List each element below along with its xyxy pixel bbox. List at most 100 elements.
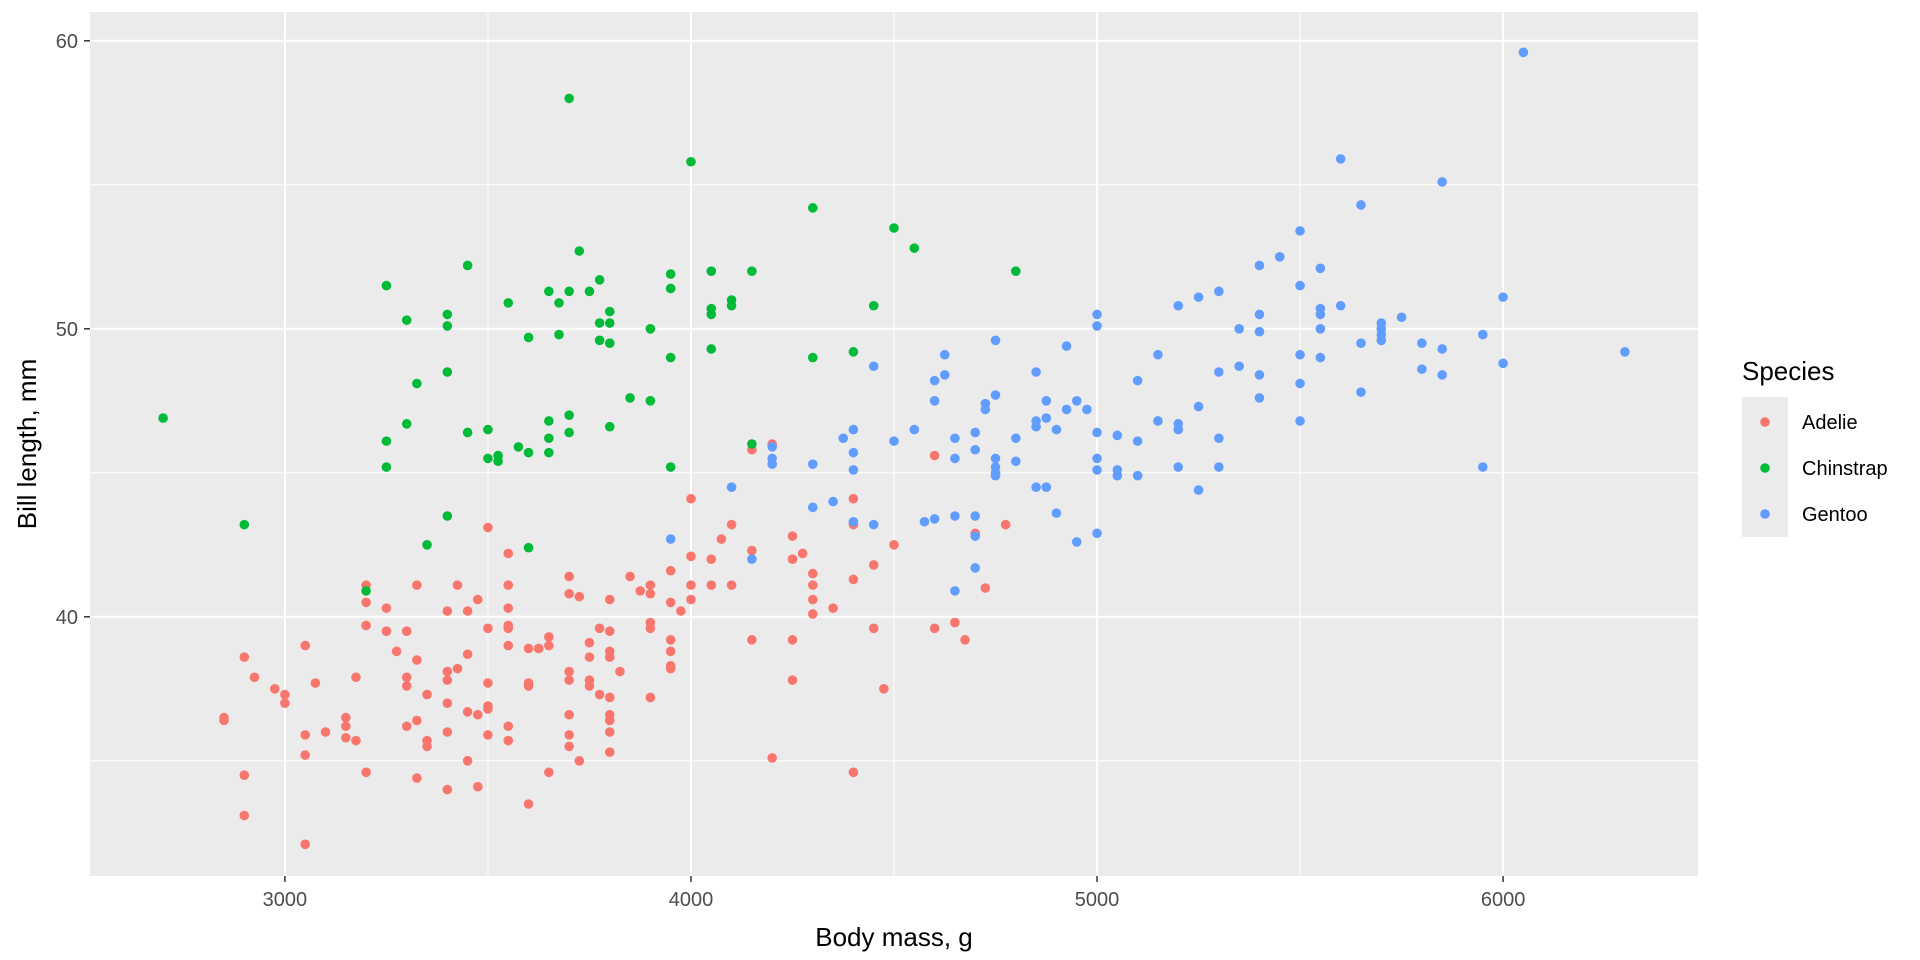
data-point [300, 640, 311, 651]
data-point [604, 306, 615, 317]
data-point [239, 770, 250, 780]
data-point [483, 704, 493, 714]
data-point [412, 655, 422, 665]
data-point [787, 675, 798, 685]
x-tick-label: 4000 [669, 889, 714, 911]
data-point [564, 93, 574, 104]
data-point [889, 223, 899, 233]
data-point [412, 580, 422, 590]
data-point [564, 427, 574, 438]
data-point [1254, 326, 1265, 337]
data-point [807, 352, 818, 363]
data-point [970, 427, 981, 438]
data-point [1173, 424, 1184, 435]
data-point [594, 623, 605, 634]
data-point [807, 580, 818, 590]
legend: Species Adelie Chinstrap Gentoo [1742, 356, 1888, 537]
y-axis-ticks: 40 50 60 [56, 31, 90, 629]
data-point [462, 427, 473, 438]
data-point [1295, 349, 1305, 360]
data-point [442, 367, 453, 377]
data-point [686, 594, 696, 605]
data-point [554, 298, 564, 308]
data-point [1295, 226, 1305, 236]
data-point [1132, 436, 1143, 446]
data-point [1193, 401, 1204, 412]
data-point [990, 453, 1001, 464]
data-point [787, 531, 798, 541]
data-point [462, 756, 473, 766]
data-point [950, 433, 960, 444]
data-point [848, 465, 859, 475]
data-point [1031, 482, 1041, 493]
data-point [401, 419, 412, 429]
data-point [665, 283, 676, 294]
data-point [483, 678, 493, 688]
data-point [879, 684, 889, 694]
data-point [604, 692, 615, 703]
data-point [564, 709, 574, 720]
data-point [787, 554, 798, 564]
data-point [280, 698, 290, 708]
data-point [929, 450, 940, 461]
data-point [1437, 344, 1447, 354]
data-point [726, 300, 737, 311]
data-point [747, 266, 757, 277]
data-point [1051, 424, 1062, 435]
data-point [544, 632, 554, 642]
data-point [422, 540, 432, 550]
data-point [980, 404, 991, 415]
data-point [848, 493, 859, 504]
major-gridlines [90, 12, 1698, 876]
data-point [889, 540, 899, 550]
data-point [950, 453, 960, 464]
data-point [564, 410, 574, 421]
data-point [635, 586, 646, 596]
data-point [472, 594, 483, 605]
data-point [665, 597, 676, 608]
data-point [1234, 361, 1244, 372]
data-point [645, 623, 656, 634]
y-axis-title: Bill length, mm [12, 359, 42, 530]
data-point [1051, 508, 1062, 518]
data-point [483, 623, 493, 634]
data-point [554, 329, 564, 340]
data-point [1031, 367, 1041, 377]
data-point [361, 597, 371, 608]
data-point [462, 707, 473, 717]
data-point [503, 735, 514, 746]
data-point [422, 689, 432, 700]
data-point [493, 456, 503, 467]
data-point [300, 839, 311, 850]
data-points [158, 47, 1630, 850]
data-point [1092, 309, 1102, 320]
data-point [381, 603, 392, 613]
data-point [1041, 482, 1052, 493]
data-point [472, 709, 483, 720]
data-point [909, 424, 920, 435]
data-point [1477, 329, 1488, 340]
data-point [1071, 396, 1082, 406]
data-point [1254, 260, 1265, 271]
data-point [807, 459, 818, 469]
data-point [797, 548, 808, 559]
data-point [1417, 338, 1427, 349]
data-point [939, 349, 950, 360]
data-point [950, 617, 960, 628]
data-point [513, 442, 524, 452]
data-point [889, 436, 899, 446]
data-point [442, 321, 453, 331]
data-point [1315, 352, 1326, 363]
data-point [665, 352, 676, 363]
data-point [726, 580, 737, 590]
data-point [1315, 324, 1326, 334]
data-point [574, 591, 585, 602]
data-point [300, 750, 311, 760]
data-point [503, 603, 514, 613]
data-point [401, 626, 412, 636]
data-point [442, 511, 453, 521]
data-point [1356, 200, 1366, 210]
data-point [726, 482, 737, 493]
data-point [868, 361, 879, 372]
data-point [564, 741, 574, 752]
